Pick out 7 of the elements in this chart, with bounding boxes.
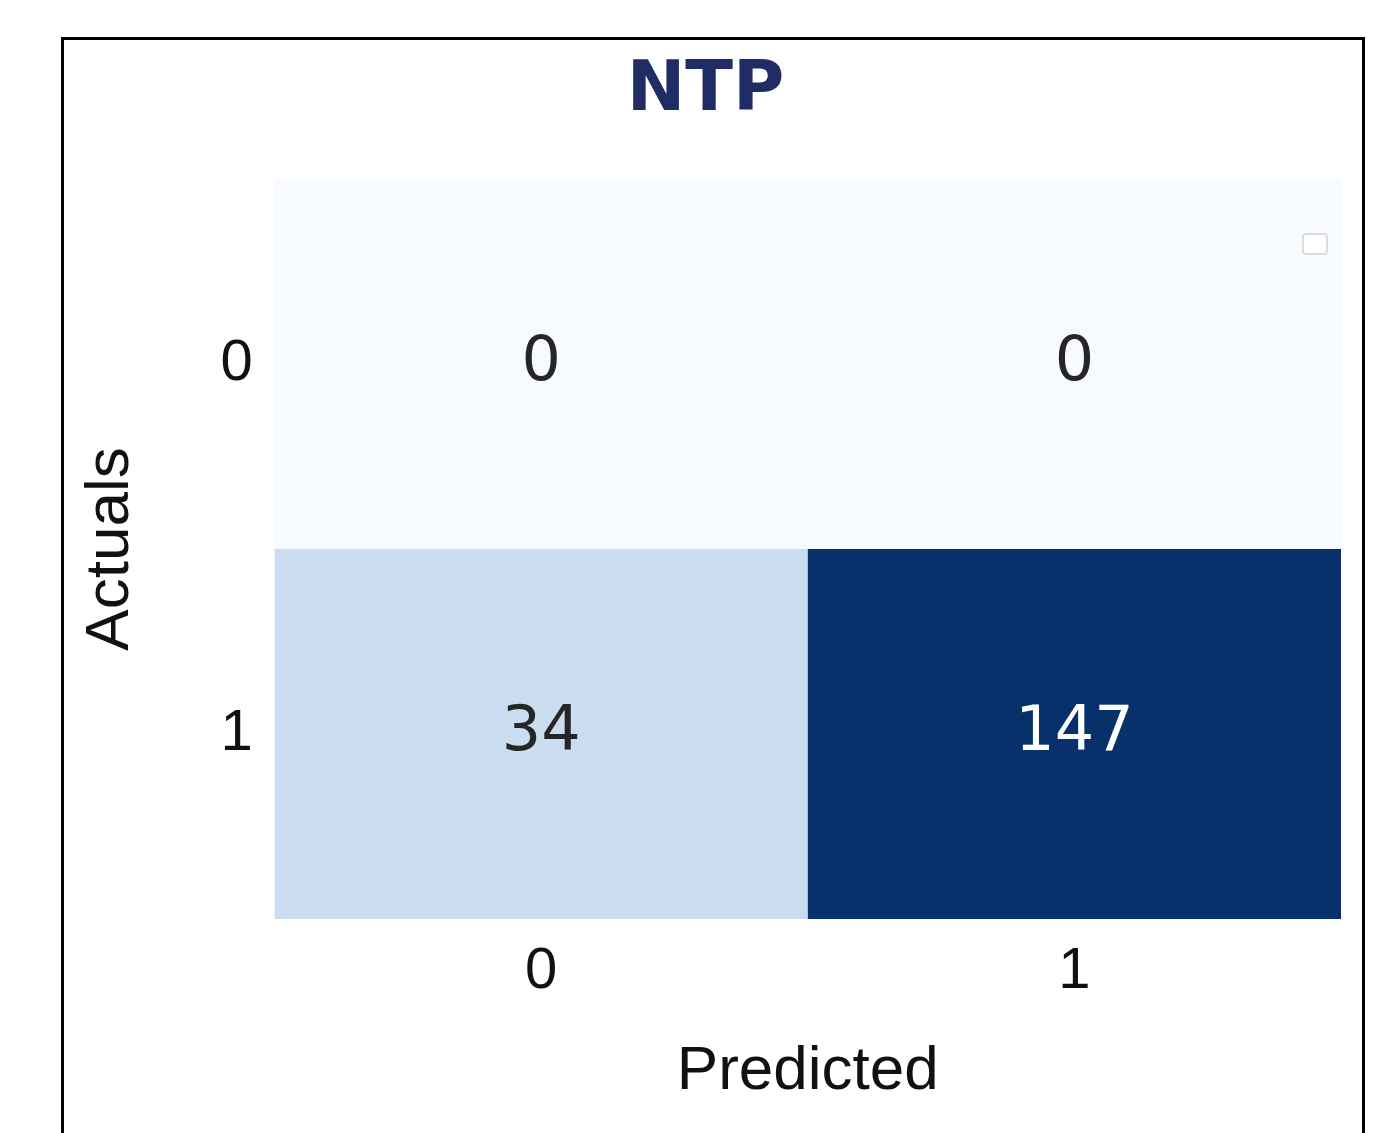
data-label: 0	[521, 322, 561, 396]
chart-title: NTP	[626, 45, 785, 128]
data-label: 0	[1054, 322, 1095, 396]
y-axis-title: Actuals	[72, 447, 142, 651]
x-axis-title: Predicted	[676, 1032, 939, 1102]
data-label: 147	[1015, 692, 1134, 766]
data-label: 34	[501, 692, 581, 766]
